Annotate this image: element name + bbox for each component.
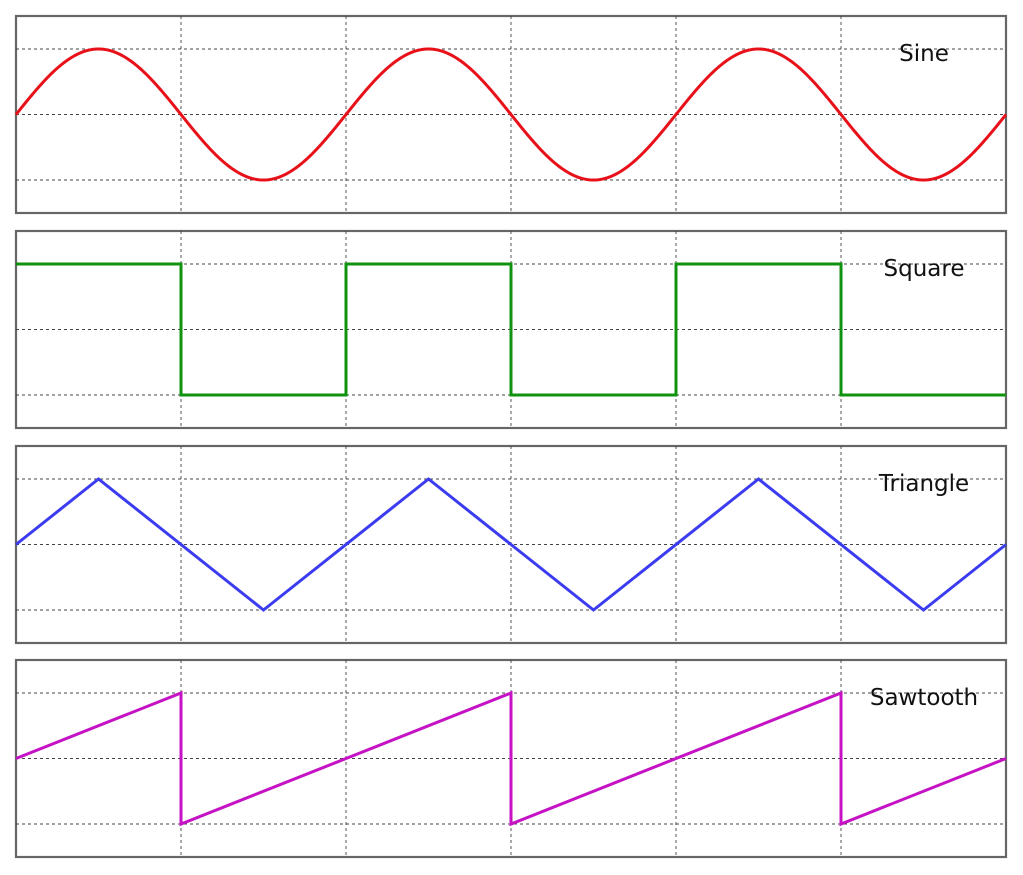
triangle-wave-line <box>15 477 1007 612</box>
triangle-label: Triangle <box>878 471 969 497</box>
square-label: Square <box>884 256 965 282</box>
square-panel: Square <box>14 229 1008 430</box>
sawtooth-wave-line <box>15 690 1007 827</box>
sine-panel: Sine <box>14 14 1008 215</box>
square-wave-line <box>16 262 1006 397</box>
sine-label: Sine <box>899 41 949 67</box>
sawtooth-panel: Sawtooth <box>14 658 1008 859</box>
sawtooth-label: Sawtooth <box>870 685 978 711</box>
triangle-panel: Triangle <box>14 444 1008 645</box>
sine-wave-line <box>14 47 1008 182</box>
